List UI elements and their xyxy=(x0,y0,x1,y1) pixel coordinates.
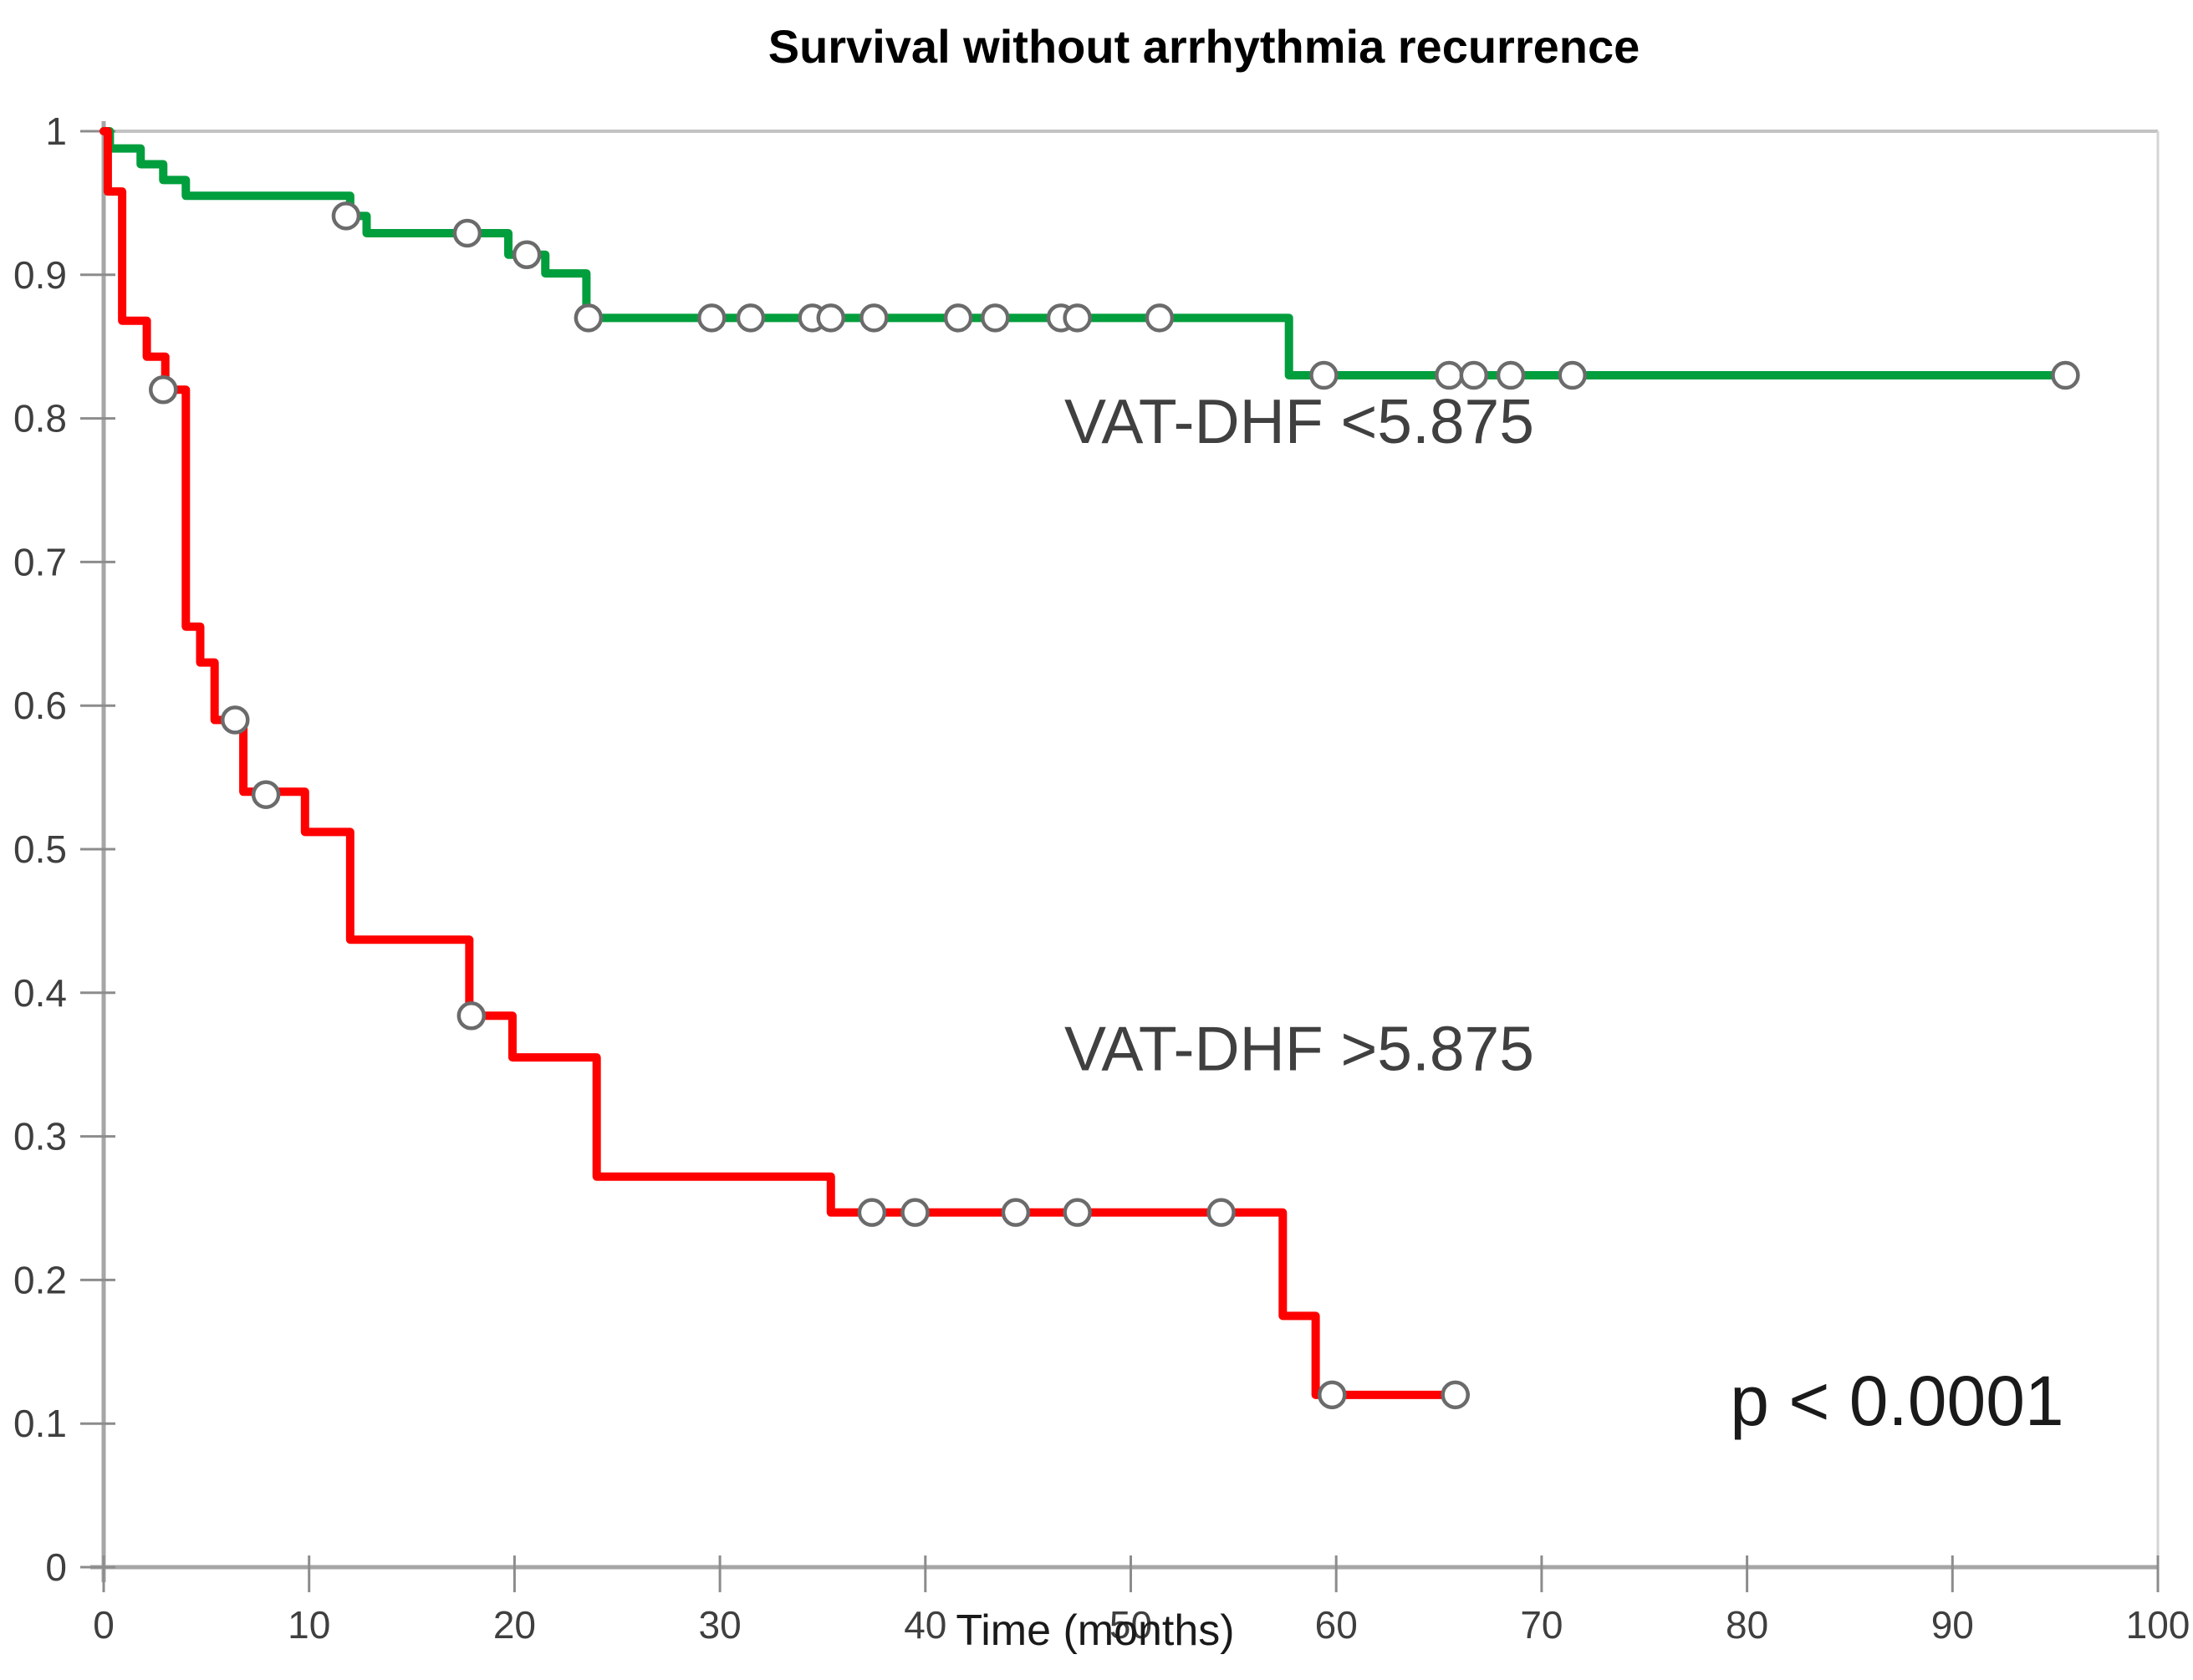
y-tick-label: 0.8 xyxy=(13,397,67,440)
censor-mark-low xyxy=(943,303,973,333)
censor-mark-low xyxy=(574,303,604,333)
series-label-low: VAT-DHF <5.875 xyxy=(1064,386,1534,456)
censor-mark-high xyxy=(1001,1198,1031,1227)
censor-mark-low xyxy=(452,218,482,248)
censor-mark-high xyxy=(1206,1198,1236,1227)
p-value-label: p < 0.0001 xyxy=(1730,1362,2063,1440)
x-tick-label: 80 xyxy=(1726,1603,1768,1647)
censor-mark-low xyxy=(736,303,766,333)
y-tick-label: 1 xyxy=(45,109,67,153)
censor-mark-low xyxy=(1558,360,1588,390)
censor-mark-high xyxy=(456,1001,487,1031)
censor-mark-low xyxy=(1063,303,1092,333)
x-tick-label: 90 xyxy=(1931,1603,1974,1647)
censor-mark-low xyxy=(1459,360,1489,390)
x-tick-label: 60 xyxy=(1315,1603,1358,1647)
censor-mark-low xyxy=(2051,360,2080,390)
censor-mark-low xyxy=(816,303,846,333)
y-tick-label: 0.3 xyxy=(13,1115,67,1158)
y-tick-label: 0 xyxy=(45,1545,67,1589)
censor-mark-low xyxy=(859,303,889,333)
y-tick-label: 0.2 xyxy=(13,1258,67,1301)
censor-mark-low xyxy=(331,201,361,231)
censor-mark-high xyxy=(900,1198,930,1227)
x-tick-label: 40 xyxy=(904,1603,946,1647)
y-tick-label: 0.4 xyxy=(13,971,67,1015)
censor-mark-low xyxy=(1435,360,1464,390)
censor-mark-low xyxy=(1309,360,1339,390)
x-tick-label: 50 xyxy=(1109,1603,1152,1647)
censor-mark-high xyxy=(251,780,281,809)
km-curve-low-group xyxy=(99,127,2070,380)
censor-mark-high xyxy=(220,705,250,735)
x-tick-label: 10 xyxy=(288,1603,330,1647)
x-tick-label: 0 xyxy=(93,1603,115,1647)
x-tick-label: 30 xyxy=(699,1603,742,1647)
x-axis-title: Time (months) xyxy=(956,1606,1234,1655)
series-label-high: VAT-DHF >5.875 xyxy=(1064,1014,1534,1084)
censor-mark-low xyxy=(512,240,542,269)
x-tick-label: 100 xyxy=(2126,1603,2190,1647)
censor-mark-low xyxy=(1496,360,1526,390)
censor-mark-low xyxy=(1145,303,1175,333)
censor-mark-low xyxy=(697,303,727,333)
y-tick-label: 0.6 xyxy=(13,684,67,727)
censor-mark-high xyxy=(1441,1380,1470,1410)
x-tick-label: 70 xyxy=(1520,1603,1563,1647)
censor-mark-high xyxy=(149,374,178,405)
y-tick-label: 0.5 xyxy=(13,827,67,871)
chart-title: Survival without arrhythmia recurrence xyxy=(768,20,1640,73)
censor-mark-low xyxy=(981,303,1010,333)
x-tick-label: 20 xyxy=(493,1603,536,1647)
y-tick-label: 0.1 xyxy=(13,1402,67,1445)
y-tick-label: 0.7 xyxy=(13,540,67,583)
censor-mark-high xyxy=(857,1198,887,1227)
censor-mark-high xyxy=(1318,1380,1347,1410)
censor-mark-high xyxy=(1063,1198,1092,1227)
y-tick-label: 0.9 xyxy=(13,253,67,297)
